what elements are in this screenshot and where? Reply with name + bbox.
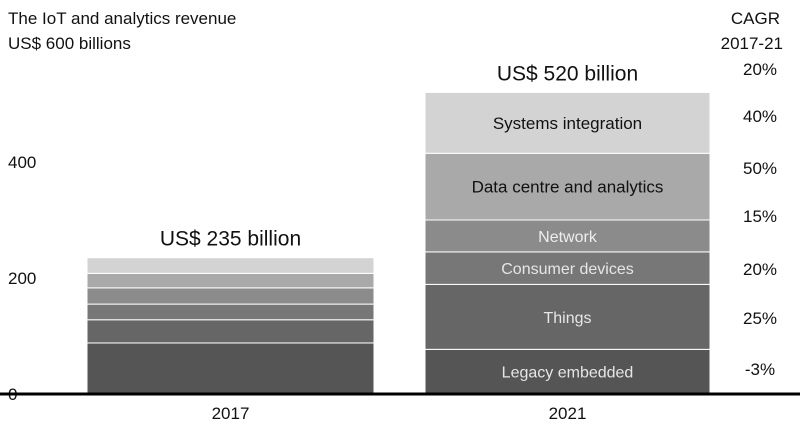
bar-segment xyxy=(86,319,375,344)
chart-title: The IoT and analytics revenue xyxy=(8,9,236,28)
bar-segment xyxy=(86,272,375,289)
cagr-value: 20% xyxy=(743,260,777,279)
cagr-header-line1: CAGR xyxy=(731,9,780,28)
x-tick-label: 2021 xyxy=(549,404,587,423)
segment-labels: US$ 235 billion Legacy embedded Things Cons… xyxy=(160,62,664,381)
segment-label: Data centre and analytics xyxy=(472,178,664,197)
bar-total-label: US$ 235 billion xyxy=(160,228,301,251)
segment-label: Systems integration xyxy=(493,114,642,133)
bar-segment xyxy=(424,219,711,253)
bar-segment xyxy=(86,303,375,321)
x-tick-labels: 2017 2021 xyxy=(212,404,587,423)
bar-segment xyxy=(424,91,711,154)
bar-segment xyxy=(424,251,711,285)
segment-label: Consumer devices xyxy=(501,261,634,278)
cagr-value: 15% xyxy=(743,207,777,226)
cagr-value: 40% xyxy=(743,107,777,126)
cagr-value: 25% xyxy=(743,309,777,328)
x-tick-label: 2017 xyxy=(212,404,250,423)
y-tick-label: 400 xyxy=(8,153,36,172)
y-tick-label: 200 xyxy=(8,269,36,288)
cagr-header-line2: 2017-21 xyxy=(721,34,783,53)
bar-segment xyxy=(86,342,375,395)
y-axis-label: US$ 600 billions xyxy=(8,34,131,53)
segment-label: Network xyxy=(538,229,598,246)
bar-segment xyxy=(424,283,711,350)
cagr-values: 20% -3% 25% 20% 15% 50% 40% xyxy=(743,60,777,379)
bar-segment xyxy=(86,287,375,305)
cagr-value: -3% xyxy=(745,360,775,379)
cagr-total: 20% xyxy=(743,60,777,79)
stacked-bars xyxy=(86,91,711,395)
bar-segment xyxy=(86,257,375,274)
bar-segment xyxy=(424,152,711,221)
segment-label: Things xyxy=(543,310,591,327)
segment-label: Legacy embedded xyxy=(502,365,634,382)
cagr-value: 50% xyxy=(743,159,777,178)
bar-total-label: US$ 520 billion xyxy=(497,62,638,85)
